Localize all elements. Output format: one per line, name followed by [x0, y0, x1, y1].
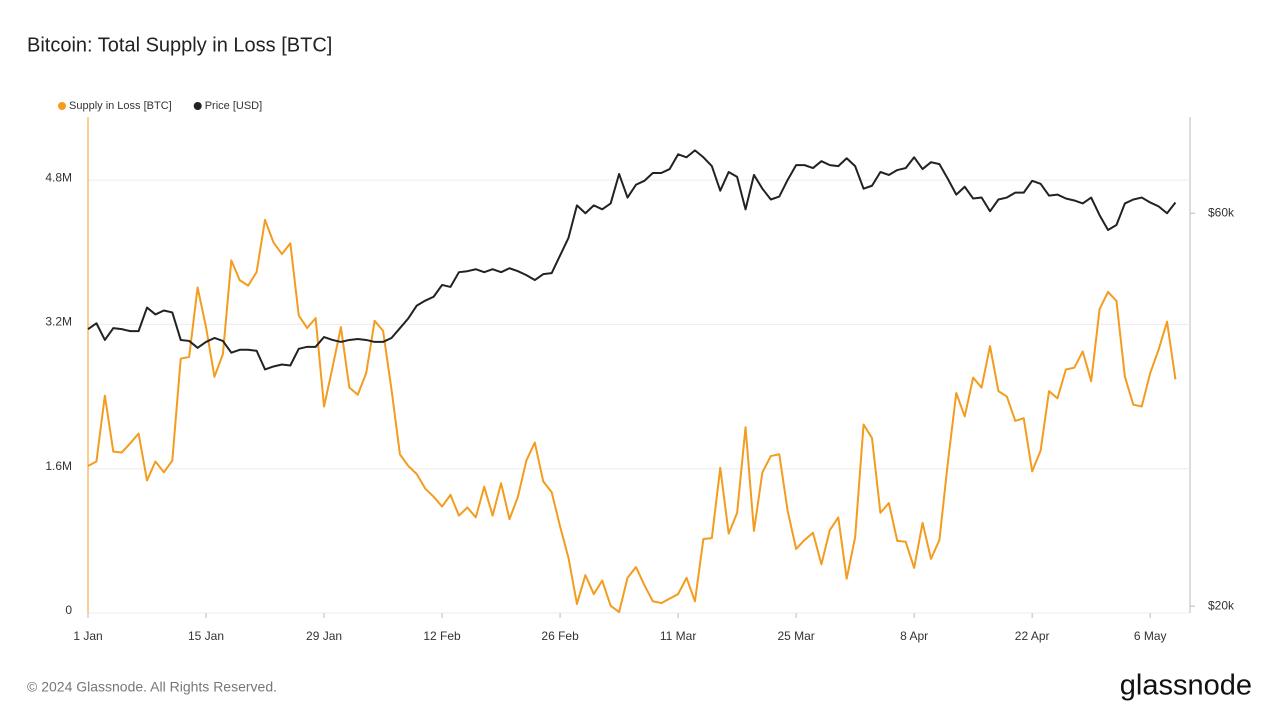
- brand-logo: glassnode: [1120, 670, 1252, 702]
- x-tick-label: 1 Jan: [73, 629, 102, 643]
- y-tick-label: 0: [65, 603, 72, 617]
- x-tick-label: 25 Mar: [777, 629, 814, 643]
- y-tick-label: 4.8M: [45, 170, 72, 184]
- y2-tick-label: $20k: [1208, 598, 1235, 612]
- copyright: © 2024 Glassnode. All Rights Reserved.: [27, 679, 277, 695]
- x-tick-label: 8 Apr: [900, 629, 928, 643]
- series-line: [87, 218, 1177, 614]
- x-tick-label: 11 Mar: [660, 629, 696, 643]
- x-tick-label: 22 Apr: [1015, 629, 1050, 643]
- legend-marker: [193, 102, 202, 110]
- legend-label: Supply in Loss [BTC]: [69, 100, 172, 112]
- series-line: [87, 149, 1177, 371]
- chart-title: Bitcoin: Total Supply in Loss [BTC]: [27, 34, 332, 56]
- x-tick-label: 26 Feb: [541, 629, 579, 643]
- y2-tick-label: $60k: [1208, 205, 1235, 219]
- x-tick-label: 6 May: [1134, 629, 1167, 643]
- x-tick-label: 12 Feb: [423, 629, 461, 643]
- y-tick-label: 3.2M: [45, 315, 72, 329]
- legend-marker: [58, 102, 66, 110]
- x-tick-label: 29 Jan: [306, 629, 342, 643]
- x-tick-label: 15 Jan: [188, 629, 224, 643]
- legend-label: Price [USD]: [205, 100, 262, 112]
- y-tick-label: 1.6M: [45, 459, 72, 473]
